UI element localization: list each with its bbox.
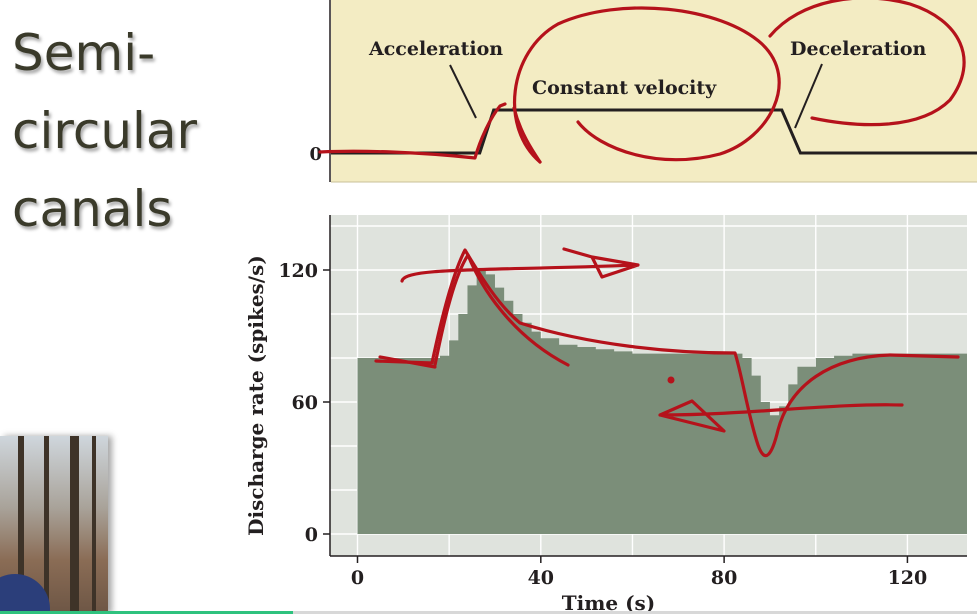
slide-title: Semi- circular canals	[12, 14, 252, 248]
label-acceleration: Acceleration	[368, 38, 503, 60]
video-progress-bar	[0, 611, 977, 614]
slide-title-line-1: Semi-	[12, 24, 156, 82]
annotation-dot	[667, 376, 675, 384]
discharge-rate-chart: 0 40 80 120 0 60 120 Time (s) Discharge rate …	[244, 215, 967, 614]
x-axis-title: Time (s)	[562, 591, 656, 614]
velocity-profile-line	[331, 108, 977, 155]
discharge-rate-series-0	[357, 270, 967, 534]
presenter-webcam-thumbnail	[0, 436, 108, 614]
annotation-deceleration-arc	[768, 0, 966, 127]
x-tick-label: 0	[351, 567, 364, 589]
x-tick-label: 40	[528, 567, 554, 589]
y-tick-label: 60	[292, 392, 318, 414]
velocity-y-tick-0: 0	[309, 144, 322, 165]
y-ticks: 0 60 120	[278, 260, 330, 546]
annotation-arrow-left	[658, 399, 904, 433]
leader-acceleration	[449, 64, 477, 119]
velocity-profile-panel: 0 Acceleration Constant velocity Deceler…	[309, 0, 977, 183]
presenter-head	[0, 574, 50, 614]
annotation-arrow-right	[400, 247, 640, 283]
annotation-velocity-underline	[318, 102, 507, 160]
y-axis-title: Discharge rate (spikes/s)	[244, 255, 268, 536]
leader-deceleration	[794, 63, 823, 129]
label-deceleration: Deceleration	[790, 38, 927, 60]
y-tick-label: 120	[278, 260, 318, 282]
annotation-rate-squiggle	[378, 253, 570, 369]
x-tick-label: 120	[888, 567, 928, 589]
annotation-velocity-circle	[512, 6, 781, 164]
annotation-velocity-tail	[512, 106, 542, 164]
y-tick-label: 0	[305, 524, 318, 546]
label-constant-velocity: Constant velocity	[532, 77, 717, 99]
x-ticks: 0 40 80 120	[351, 556, 927, 589]
annotation-rate-trace	[374, 248, 960, 458]
slide-title-line-3: canals	[12, 180, 173, 238]
x-tick-label: 80	[711, 567, 737, 589]
slide-title-line-2: circular	[12, 102, 198, 160]
